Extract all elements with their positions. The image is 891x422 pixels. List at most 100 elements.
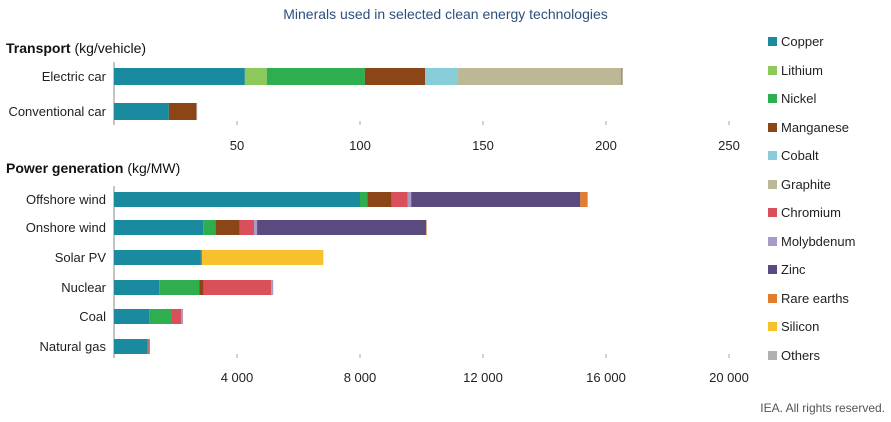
legend-label-zinc: Zinc xyxy=(781,262,806,277)
bar-conventional-car-copper xyxy=(114,103,169,120)
bar-offshore-wind-chromium xyxy=(391,192,408,207)
bar-onshore-wind-zinc xyxy=(257,220,427,235)
legend-swatch-graphite xyxy=(768,179,777,189)
bar-nuclear-nickel xyxy=(159,280,200,295)
legend-label-lithium: Lithium xyxy=(781,62,823,78)
bar-coal-molybdenum xyxy=(181,309,184,324)
legend-item-zinc: Zinc xyxy=(768,262,888,278)
power-chart: 4 000 8 000 12 000 16 000 20 000 Offshore win… xyxy=(26,186,749,385)
bar-onshore-wind-manganese xyxy=(215,220,240,235)
x-tick-label: 150 xyxy=(472,138,494,153)
legend-swatch-rare-earths xyxy=(768,293,777,303)
bar-onshore-wind-nickel xyxy=(203,220,216,235)
x-tick-label: 8 000 xyxy=(344,370,377,385)
chart-title: Minerals used in selected clean energy t… xyxy=(283,6,608,22)
legend-label-molybdenum: Molybdenum xyxy=(781,233,856,249)
bar-offshore-wind-rare-earths xyxy=(580,192,588,207)
bar-conventional-car-manganese xyxy=(168,103,197,120)
bar-nuclear-molybdenum xyxy=(271,280,274,295)
legend-swatch-chromium xyxy=(768,208,777,217)
legend-item-cobalt: Cobalt xyxy=(768,148,888,164)
bar-nuclear-chromium xyxy=(203,280,272,295)
legend-label-graphite: Graphite xyxy=(781,176,831,192)
bar-coal-copper xyxy=(114,309,150,324)
legend-swatch-molybdenum xyxy=(768,236,777,246)
x-tick-label: 200 xyxy=(595,138,617,153)
legend-item-copper: Copper xyxy=(768,34,888,50)
bar-offshore-wind-nickel xyxy=(360,192,368,207)
legend-swatch-copper xyxy=(768,37,777,46)
power-title-bold: Power generation xyxy=(6,160,124,176)
bar-onshore-wind-chromium xyxy=(239,220,255,235)
bar-offshore-wind-manganese xyxy=(367,192,392,207)
legend-swatch-nickel xyxy=(768,94,777,103)
transport-chart: 50 100 150 200 250 Electric car Conventional c… xyxy=(8,62,740,153)
legend-label-chromium: Chromium xyxy=(781,205,841,220)
category-label-natural-gas: Natural gas xyxy=(40,339,107,354)
x-tick-label: 250 xyxy=(718,138,740,153)
x-tick-label: 100 xyxy=(349,138,371,153)
x-tick-label: 50 xyxy=(230,138,244,153)
x-tick-label: 16 000 xyxy=(586,370,626,385)
bar-solar-pv-copper xyxy=(114,250,201,265)
bar-electric-car-lithium xyxy=(244,68,267,85)
transport-section-title: Transport (kg/vehicle) xyxy=(6,40,146,56)
legend-item-rare-earths: Rare earths xyxy=(768,291,888,307)
bar-solar-pv-silicon xyxy=(201,250,324,265)
bar-conventional-car-others xyxy=(196,103,198,120)
bar-electric-car-manganese xyxy=(364,68,426,85)
legend-item-manganese: Manganese xyxy=(768,120,888,136)
category-label-solar-pv: Solar PV xyxy=(55,250,107,265)
power-title-unit: (kg/MW) xyxy=(123,160,181,176)
bar-offshore-wind-molybdenum xyxy=(407,192,412,207)
category-label-nuclear: Nuclear xyxy=(61,280,106,295)
bar-electric-car-graphite xyxy=(457,68,622,85)
bar-electric-car-cobalt xyxy=(425,68,458,85)
x-tick-label: 20 000 xyxy=(709,370,749,385)
legend-swatch-cobalt xyxy=(768,151,777,160)
legend-label-nickel: Nickel xyxy=(781,91,817,106)
legend-label-silicon: Silicon xyxy=(781,319,820,334)
bar-nuclear-copper xyxy=(114,280,160,295)
transport-title-bold: Transport xyxy=(6,40,71,56)
legend-item-graphite: Graphite xyxy=(768,177,888,193)
category-label-conventional-car: Conventional car xyxy=(8,104,106,119)
legend-item-silicon: Silicon xyxy=(768,319,888,335)
bar-electric-car-copper xyxy=(114,68,245,85)
x-tick-label: 12 000 xyxy=(463,370,503,385)
transport-title-unit: (kg/vehicle) xyxy=(70,40,147,56)
bar-natural-gas-copper xyxy=(114,339,148,354)
category-label-onshore-wind: Onshore wind xyxy=(26,220,106,235)
bar-offshore-wind-zinc xyxy=(411,192,581,207)
legend-swatch-silicon xyxy=(768,322,777,331)
bar-coal-chromium xyxy=(171,309,182,324)
bar-solar-pv-zinc xyxy=(200,250,202,265)
bar-electric-car-others xyxy=(622,68,623,85)
bar-offshore-wind-copper xyxy=(114,192,360,207)
legend-item-chromium: Chromium xyxy=(768,205,888,221)
legend-swatch-zinc xyxy=(768,265,777,274)
bar-natural-gas-chromium xyxy=(148,339,150,354)
category-label-coal: Coal xyxy=(79,309,106,324)
legend-item-molybdenum: Molybdenum xyxy=(768,234,888,250)
legend-item-others: Others xyxy=(768,348,888,364)
legend-label-others: Others xyxy=(781,347,821,363)
bar-electric-car-nickel xyxy=(266,68,365,85)
legend-item-nickel: Nickel xyxy=(768,91,888,107)
bar-natural-gas-nickel xyxy=(147,339,149,354)
legend-label-copper: Copper xyxy=(781,34,824,49)
legend-label-manganese: Manganese xyxy=(781,119,849,135)
legend-swatch-manganese xyxy=(768,122,777,132)
bar-onshore-wind-molybdenum xyxy=(254,220,258,235)
bar-onshore-wind-rare-earths xyxy=(426,220,427,235)
bar-electric-car-rare-earths xyxy=(621,68,623,85)
bar-coal-nickel xyxy=(149,309,172,324)
legend-swatch-lithium xyxy=(768,65,777,75)
legend-swatch-others xyxy=(768,350,777,360)
legend-label-cobalt: Cobalt xyxy=(781,148,819,163)
copyright-note: IEA. All rights reserved. xyxy=(760,401,885,415)
category-label-electric-car: Electric car xyxy=(42,69,107,84)
legend-label-rare-earths: Rare earths xyxy=(781,290,849,306)
legend-item-lithium: Lithium xyxy=(768,63,888,79)
